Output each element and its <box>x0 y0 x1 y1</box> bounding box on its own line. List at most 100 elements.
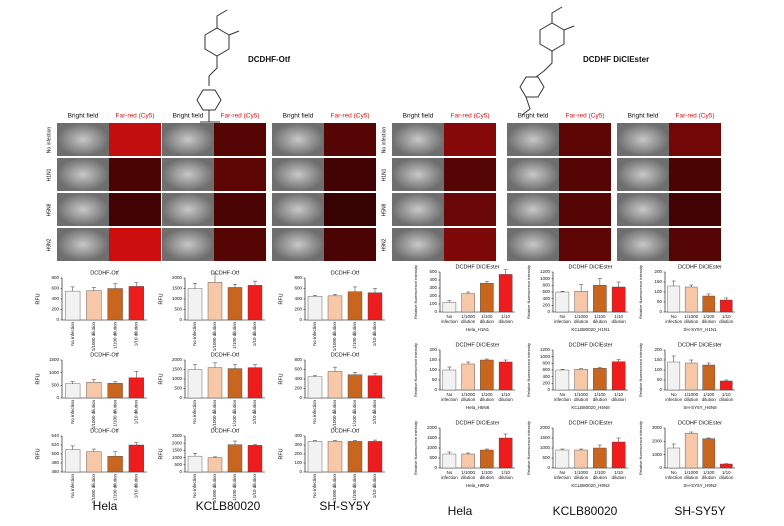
bar <box>86 382 102 399</box>
x-tick-label-box: 1/1000 dilution <box>574 392 588 402</box>
far-red-image <box>559 228 611 261</box>
y-tick-label: 200 <box>429 293 437 298</box>
bar <box>593 447 607 469</box>
y-tick-label: 1500 <box>49 357 60 362</box>
far-red-image-bg <box>324 158 376 191</box>
chart-title: DCDHF DiClEster <box>569 420 613 426</box>
y-tick-label: 500 <box>174 386 182 391</box>
y-tick-label: 1000 <box>172 455 183 460</box>
bright-field-image <box>392 158 444 191</box>
x-tick-label: 1/100 dilution <box>112 400 117 427</box>
far-red-image <box>214 193 266 226</box>
x-tick-label-box: No infection <box>441 470 458 480</box>
x-tick-label: 1/10 dilution <box>372 322 377 347</box>
y-tick-label: 2000 <box>540 425 551 430</box>
chart-subtitle: KCLB80020_H9N2 <box>571 483 610 488</box>
y-axis-label: RFU <box>158 293 164 304</box>
far-red-image-bg <box>444 158 496 191</box>
far-red-image-bg <box>324 228 376 261</box>
y-tick-label: 100 <box>294 460 302 465</box>
bar <box>128 286 145 321</box>
x-tick-label: No infection <box>665 469 683 480</box>
y-tick-label: 1500 <box>172 448 183 453</box>
bar <box>247 445 263 473</box>
bar <box>187 369 203 399</box>
far-red-image-bg <box>214 123 266 156</box>
bar <box>555 369 570 391</box>
y-tick-label: 0 <box>299 469 302 474</box>
y-tick-label: 50 <box>657 377 663 382</box>
y-axis-label: Relative fluorescence intensity <box>413 421 418 475</box>
x-tick-label: No infection <box>70 322 75 346</box>
x-tick-label-box: 1/100 dilution <box>592 469 607 480</box>
x-tick-label: 1/100 dilution <box>479 391 494 402</box>
y-tick-label: 500 <box>429 455 437 460</box>
x-tick-label-box: No infection <box>665 469 683 480</box>
far-red-image-bg <box>214 158 266 191</box>
y-tick-label: 2000 <box>172 357 183 362</box>
x-tick-label: 1/10 dilution <box>498 313 513 324</box>
x-tick-label: 1/100 dilution <box>232 322 237 349</box>
y-tick-label: 400 <box>542 374 550 379</box>
bar <box>702 438 716 469</box>
bar <box>555 449 570 469</box>
bar <box>442 453 457 469</box>
x-tick-label: 1/1000 dilution <box>212 400 217 430</box>
y-tick-label: 200 <box>294 451 302 456</box>
y-tick-label: 2000 <box>427 425 438 430</box>
far-red-image <box>109 158 161 191</box>
chart-title: DCDHF-Otf <box>211 270 240 276</box>
x-tick-label-box: No infection <box>554 392 571 402</box>
bright-field-image <box>392 123 444 156</box>
bright-field-image <box>392 228 444 261</box>
x-tick-label-box: No infection <box>441 392 458 402</box>
far-red-image-bg <box>324 123 376 156</box>
y-tick-label: 0 <box>299 395 302 400</box>
y-tick-label: 600 <box>294 367 302 372</box>
far-red-image <box>109 193 161 226</box>
chart-subtitle: KCLB80020_H1N1 <box>571 327 610 332</box>
far-red-image-bg <box>214 228 266 261</box>
x-tick-label: 1/1000 dilution <box>332 400 337 430</box>
far-red-image <box>214 123 266 156</box>
cell-line: SH-SY5Y <box>674 504 725 518</box>
y-tick-label: 1000 <box>172 376 183 381</box>
y-tick-label: 150 <box>429 357 437 362</box>
x-tick-label: No infection <box>440 313 458 324</box>
image-header: Far-red (Cy5) <box>675 113 714 120</box>
y-tick-label: 50 <box>657 299 663 304</box>
far-red-image <box>109 123 161 156</box>
x-tick-label: 1/100 dilution <box>592 469 607 480</box>
y-axis-label: RFU <box>278 373 284 384</box>
y-tick-label: 0 <box>434 309 437 314</box>
x-tick-label: 1/1000 dilution <box>460 469 476 480</box>
image-header: Far-red (Cy5) <box>115 113 154 120</box>
compound-name: DCDHF DiClEster <box>583 55 649 64</box>
x-tick-label: No infection <box>70 474 75 498</box>
bar <box>207 367 223 399</box>
far-red-image <box>324 158 376 191</box>
bar <box>719 463 733 469</box>
x-tick-label: 1/1000 dilution <box>91 474 96 504</box>
row-label: H9N2 <box>381 238 387 251</box>
far-red-image <box>669 228 721 261</box>
bar <box>128 444 145 473</box>
y-axis-label: Relative fluorescence intensity <box>638 421 643 475</box>
y-tick-label: 200 <box>294 307 302 312</box>
bar <box>327 295 343 321</box>
chart-title: DCDHF-Otf <box>90 270 119 276</box>
far-red-image <box>444 193 496 226</box>
bar <box>86 451 102 473</box>
bright-field-image <box>57 228 109 261</box>
y-tick-label: 480 <box>51 460 59 465</box>
x-tick-label: 1/100 dilution <box>701 313 716 324</box>
chart-subtitle: Hela_H1N1 <box>466 327 490 332</box>
y-tick-label: 50 <box>432 377 438 382</box>
bar <box>64 290 81 321</box>
chart-subtitle: SH-SY5Y_H9N2 <box>683 483 717 488</box>
y-tick-label: 400 <box>429 277 437 282</box>
x-tick-label: 1/100 dilution <box>592 391 607 402</box>
x-tick-label: 1/10 dilution <box>611 313 626 324</box>
bar <box>611 441 626 469</box>
